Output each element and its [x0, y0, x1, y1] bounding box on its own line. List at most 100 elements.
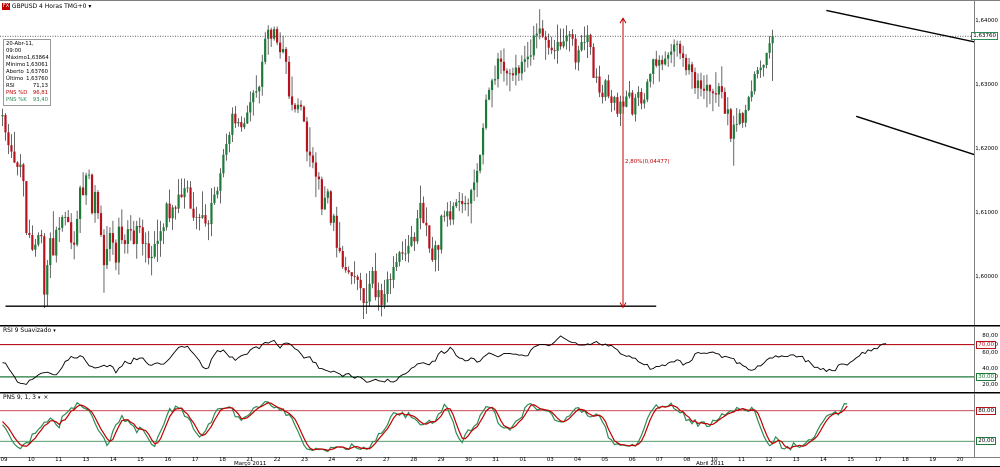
time-tick-label: 12 [765, 457, 773, 463]
rsi-panel-header: RSI 9 Suavizado ▾ [3, 327, 56, 334]
candle-body [96, 192, 100, 214]
candle-body [58, 227, 61, 230]
candle-body [213, 194, 216, 203]
candle-body [634, 97, 637, 115]
candle-body [762, 65, 765, 68]
candle-body [362, 288, 365, 303]
title-dropdown-icon[interactable]: ▾ [88, 3, 92, 10]
info-row: PNS %D 96,81 [6, 90, 48, 97]
candle-body [616, 97, 619, 114]
candle-body [270, 29, 273, 39]
candle-body [314, 162, 318, 177]
time-tick-label: 17 [191, 457, 199, 463]
close-icon[interactable]: × [43, 394, 49, 401]
candle-body [359, 279, 362, 289]
price-panel[interactable]: FX GBPUSD 4 Horas TMG+0 ▾ 20-Abr-11, 09:… [0, 0, 1000, 325]
data-window: 20-Abr-11, 09:00 Máximo 1,63864 Mínimo 1,63… [3, 39, 51, 106]
candle-body [305, 121, 309, 152]
candle-body [702, 88, 706, 91]
candle-body [526, 56, 529, 60]
candle-body [84, 175, 88, 196]
candle-body [108, 233, 112, 250]
time-tick-label: 30 [464, 457, 472, 463]
candle-body [607, 80, 610, 97]
candle-body [678, 43, 682, 54]
candle-body [132, 230, 135, 244]
candle-body [598, 76, 601, 93]
candle-body [374, 270, 377, 298]
candle-body [568, 34, 571, 36]
candle-body [252, 92, 255, 103]
candle-body [458, 200, 461, 203]
rsi-dropdown-icon[interactable]: ▾ [53, 328, 56, 334]
candle-body [147, 243, 150, 259]
candle-body [231, 113, 234, 135]
candle-body [380, 290, 383, 305]
time-tick-label: 11 [55, 457, 63, 463]
candle-body [25, 181, 28, 234]
rsi-tick-label: 40,00 [982, 365, 998, 372]
candle-body [505, 70, 509, 74]
candle-body [195, 217, 198, 218]
candle-body [544, 36, 547, 40]
candle-body [49, 238, 52, 266]
candle-body [661, 59, 664, 65]
candle-body [273, 29, 276, 39]
info-row: PNS %K 93,40 [6, 97, 48, 104]
candle-body [299, 104, 303, 107]
candle-body [520, 61, 523, 74]
candle-body [162, 227, 165, 232]
candle-body [699, 80, 703, 89]
time-tick-label: 17 [874, 457, 882, 463]
candle-body [368, 283, 371, 302]
rsi-level-30-label: 30,00 [976, 372, 996, 381]
candle-body [353, 276, 356, 277]
candle-body [329, 191, 332, 223]
price-chart[interactable] [0, 1, 974, 326]
candle-body [150, 256, 153, 259]
candle-body [341, 251, 344, 268]
candle-body [267, 29, 270, 39]
candle-body [538, 28, 541, 34]
candle-body [243, 123, 246, 128]
candle-body [55, 229, 58, 256]
candle-body [102, 234, 106, 266]
candle-body [422, 202, 425, 223]
candle-body [326, 191, 329, 198]
candle-body [392, 267, 395, 280]
pns-scale[interactable]: 80,00 20,00 [974, 394, 1000, 457]
candle-body [673, 44, 676, 52]
pns-panel[interactable]: PNS 9, 1, 3 ▾ × 80,00 20,00 [0, 393, 1000, 457]
rsi-chart[interactable] [0, 327, 974, 393]
candle-body [696, 80, 700, 89]
info-value: 1,63760 [26, 76, 48, 82]
candle-body [532, 35, 535, 56]
candle-body [446, 211, 449, 217]
pns-dropdown-icon[interactable]: ▾ [37, 395, 41, 401]
candle-body [46, 265, 49, 295]
candle-body [219, 173, 222, 191]
candle-body [389, 279, 392, 281]
candle-body [386, 279, 389, 294]
time-axis[interactable]: 09 10 11 13 14 15 16 17 18 21 22 23 24 25 27 28 29 30 31 01… [0, 457, 1000, 467]
candle-body [729, 109, 732, 139]
info-label: Aberto [6, 69, 24, 75]
time-tick-label: 07 [656, 457, 664, 463]
candle-body [517, 67, 520, 74]
candle-body [511, 73, 515, 76]
candle-body [514, 67, 518, 76]
candle-body [589, 34, 592, 48]
candle-body [553, 50, 556, 52]
candle-body [216, 190, 219, 195]
candle-body [595, 76, 598, 78]
candle-body [643, 99, 646, 104]
candle-body [258, 86, 261, 92]
candle-body [705, 84, 709, 91]
price-scale[interactable]: 1,64000 1,63000 1,62000 1,61000 1,60000 1,637… [971, 1, 1000, 325]
candle-body [574, 38, 577, 63]
symbol-badge-icon[interactable]: FX [2, 3, 10, 10]
candle-body [401, 252, 404, 254]
pns-chart[interactable] [0, 394, 974, 458]
